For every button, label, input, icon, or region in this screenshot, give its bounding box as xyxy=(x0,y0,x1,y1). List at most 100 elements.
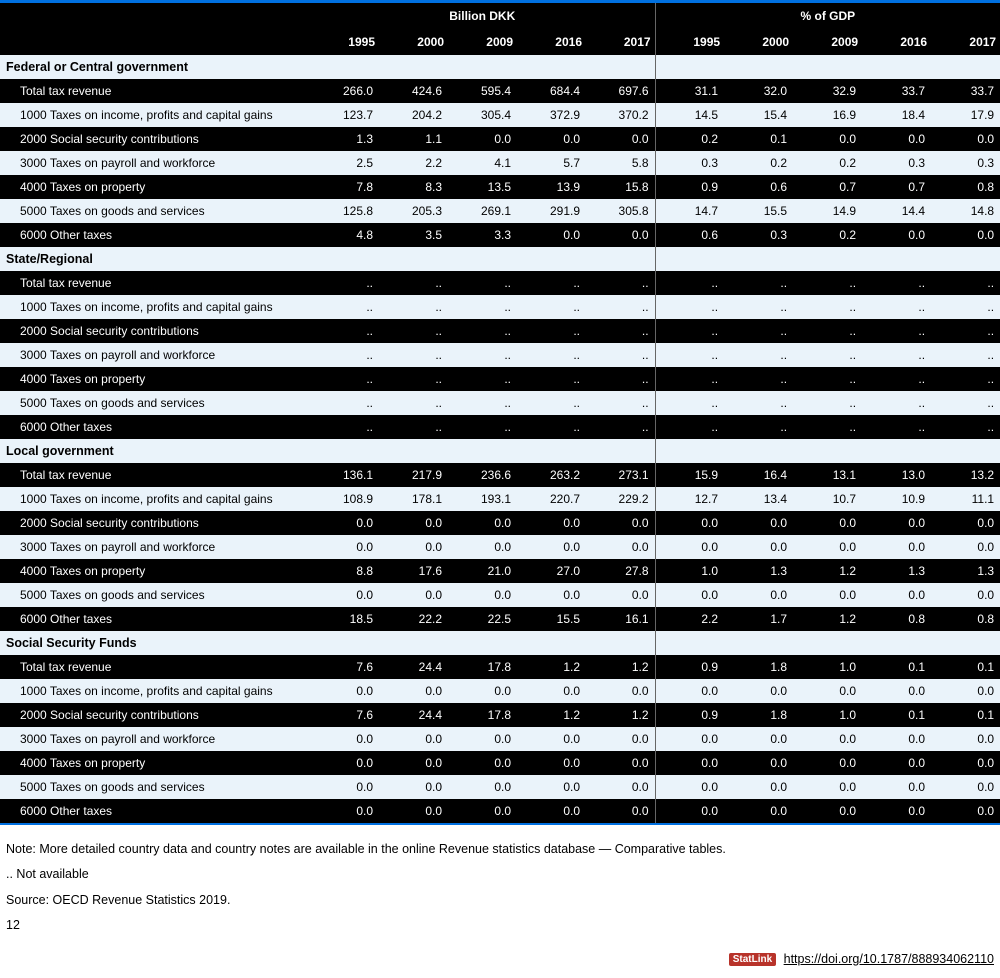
table-row: 6000 Other taxes18.522.222.515.516.12.21… xyxy=(0,607,1000,631)
row-label: 6000 Other taxes xyxy=(0,223,310,247)
cell-value: 0.0 xyxy=(724,799,793,823)
row-label: Total tax revenue xyxy=(0,655,310,679)
section-title: State/Regional xyxy=(0,247,310,271)
row-label: 2000 Social security contributions xyxy=(0,703,310,727)
cell-value: 0.0 xyxy=(517,535,586,559)
cell-value: .. xyxy=(448,343,517,367)
cell-value: 2.2 xyxy=(655,607,724,631)
cell-value: 0.0 xyxy=(931,679,1000,703)
cell-value: 24.4 xyxy=(379,703,448,727)
cell-value: 305.4 xyxy=(448,103,517,127)
cell-value: 269.1 xyxy=(448,199,517,223)
header-right-title: % of GDP xyxy=(655,3,1000,29)
cell-value: .. xyxy=(655,295,724,319)
cell-value: 0.0 xyxy=(862,679,931,703)
cell-value: 0.0 xyxy=(448,511,517,535)
cell-value: 0.0 xyxy=(724,727,793,751)
cell-value: 1.2 xyxy=(586,703,655,727)
cell-value: 0.0 xyxy=(793,799,862,823)
cell-value: .. xyxy=(310,391,379,415)
cell-value: 0.0 xyxy=(862,751,931,775)
tax-revenue-table: Billion DKK% of GDP199520002009201620171… xyxy=(0,0,1000,978)
year-col: 2016 xyxy=(862,29,931,55)
cell-value: 33.7 xyxy=(931,79,1000,103)
cell-value: 0.0 xyxy=(448,727,517,751)
cell-value: .. xyxy=(379,271,448,295)
cell-value: 15.8 xyxy=(586,175,655,199)
cell-value: .. xyxy=(931,319,1000,343)
row-label: 3000 Taxes on payroll and workforce xyxy=(0,151,310,175)
cell-value: 10.7 xyxy=(793,487,862,511)
cell-value: 1.3 xyxy=(310,127,379,151)
cell-value: .. xyxy=(379,391,448,415)
cell-value: 0.1 xyxy=(931,655,1000,679)
cell-value: 0.0 xyxy=(517,751,586,775)
row-label: 2000 Social security contributions xyxy=(0,511,310,535)
cell-value: 0.0 xyxy=(931,727,1000,751)
row-label: 3000 Taxes on payroll and workforce xyxy=(0,535,310,559)
cell-value: .. xyxy=(793,391,862,415)
cell-value: .. xyxy=(310,319,379,343)
table-row: 5000 Taxes on goods and services........… xyxy=(0,391,1000,415)
cell-value: 0.0 xyxy=(655,511,724,535)
cell-value: 0.6 xyxy=(655,223,724,247)
cell-value: 424.6 xyxy=(379,79,448,103)
cell-value: 8.3 xyxy=(379,175,448,199)
cell-value: 15.4 xyxy=(724,103,793,127)
cell-value: .. xyxy=(586,367,655,391)
table-row: 4000 Taxes on property8.817.621.027.027.… xyxy=(0,559,1000,583)
statlink-url[interactable]: https://doi.org/10.1787/888934062110 xyxy=(784,952,994,966)
cell-value: 0.8 xyxy=(862,607,931,631)
year-row: 1995200020092016201719952000200920162017 xyxy=(0,29,1000,55)
cell-value: 0.0 xyxy=(517,127,586,151)
cell-value: 0.0 xyxy=(793,727,862,751)
cell-value: .. xyxy=(724,415,793,439)
cell-value: 0.0 xyxy=(862,583,931,607)
cell-value: .. xyxy=(586,391,655,415)
cell-value: 0.0 xyxy=(586,679,655,703)
section-title: Federal or Central government xyxy=(0,55,310,79)
cell-value: .. xyxy=(586,295,655,319)
cell-value: 0.0 xyxy=(586,751,655,775)
table-row: 1000 Taxes on income, profits and capita… xyxy=(0,103,1000,127)
year-col: 2017 xyxy=(586,29,655,55)
cell-value: .. xyxy=(793,367,862,391)
row-label: Total tax revenue xyxy=(0,271,310,295)
cell-value: 0.1 xyxy=(724,127,793,151)
cell-value: 0.0 xyxy=(379,535,448,559)
cell-value: 0.0 xyxy=(586,535,655,559)
cell-value: .. xyxy=(379,295,448,319)
year-col: 2016 xyxy=(517,29,586,55)
cell-value: .. xyxy=(517,271,586,295)
table-row: 3000 Taxes on payroll and workforce0.00.… xyxy=(0,727,1000,751)
cell-value: 0.0 xyxy=(793,679,862,703)
row-label: 1000 Taxes on income, profits and capita… xyxy=(0,103,310,127)
cell-value: 217.9 xyxy=(379,463,448,487)
cell-value: .. xyxy=(793,319,862,343)
cell-value: 0.0 xyxy=(586,127,655,151)
cell-value: .. xyxy=(379,367,448,391)
cell-value: 291.9 xyxy=(517,199,586,223)
cell-value: 0.0 xyxy=(724,511,793,535)
cell-value: 178.1 xyxy=(379,487,448,511)
cell-value: .. xyxy=(862,343,931,367)
cell-value: 125.8 xyxy=(310,199,379,223)
cell-value: 15.5 xyxy=(517,607,586,631)
cell-value: 193.1 xyxy=(448,487,517,511)
cell-value: .. xyxy=(517,367,586,391)
cell-value: 370.2 xyxy=(586,103,655,127)
cell-value: 0.0 xyxy=(655,751,724,775)
cell-value: 229.2 xyxy=(586,487,655,511)
cell-value: 24.4 xyxy=(379,655,448,679)
row-label: 4000 Taxes on property xyxy=(0,367,310,391)
cell-value: 0.0 xyxy=(655,535,724,559)
cell-value: 0.0 xyxy=(724,751,793,775)
cell-value: 0.0 xyxy=(931,775,1000,799)
cell-value: 0.0 xyxy=(379,511,448,535)
cell-value: .. xyxy=(310,415,379,439)
cell-value: 1.0 xyxy=(655,559,724,583)
table-row: 5000 Taxes on goods and services125.8205… xyxy=(0,199,1000,223)
row-label: 5000 Taxes on goods and services xyxy=(0,199,310,223)
cell-value: 1.2 xyxy=(517,655,586,679)
cell-value: .. xyxy=(310,343,379,367)
